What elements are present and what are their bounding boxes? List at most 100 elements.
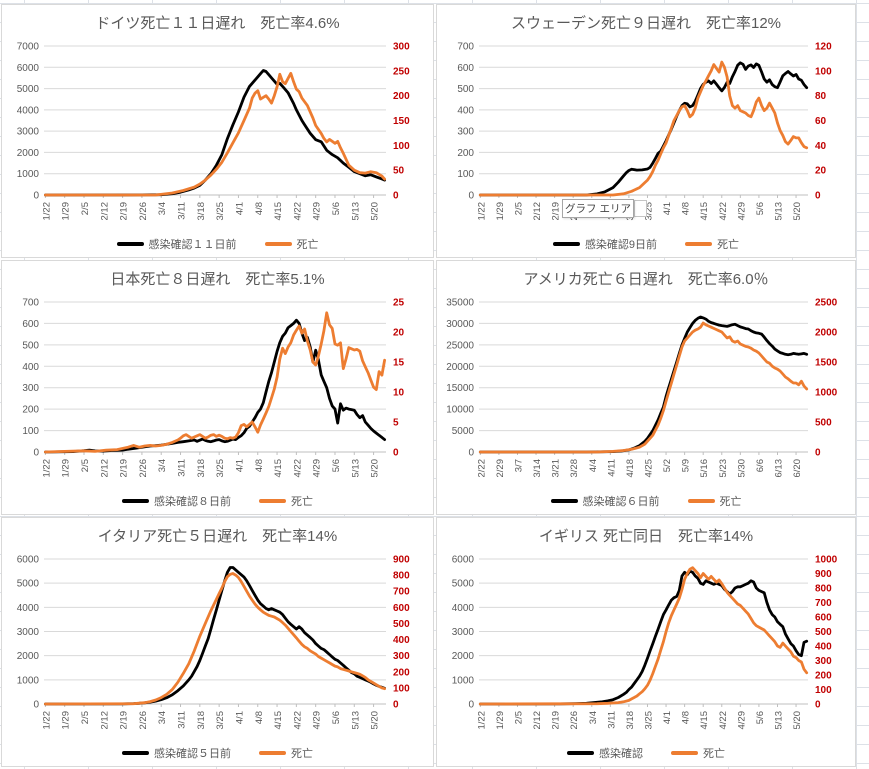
chart-panel-uk[interactable]: イギリス 死亡同日 死亡率14% 0 1000 2000 3000 4000 5000 60… [436, 517, 856, 767]
x-axis-tick-label: 4/22 [292, 202, 303, 221]
left-axis-tick-label: 5000 [452, 426, 475, 437]
x-axis-tick-label: 4/8 [254, 711, 265, 724]
left-axis-tick-label: 7000 [17, 42, 40, 53]
legend-item-deaths[interactable]: 死亡 [259, 745, 313, 761]
chart-panel-italy[interactable]: イタリア死亡５日遅れ 死亡率14% 0 1000 2000 3000 4000 5000 6… [1, 517, 434, 767]
plot-area-sweden[interactable]: 0 100 200 300 400 500 600 700 0 20 40 60 80 100 120 1/2… [437, 39, 855, 231]
plot-area-usa[interactable]: 0 5000 10000 15000 20000 25000 30000 35000 0 500 1… [437, 295, 855, 488]
x-axis-tick-label: 3/11 [177, 459, 188, 477]
right-axis-tick-label: 0 [393, 700, 399, 711]
x-axis-tick-label: 4/8 [254, 459, 265, 472]
x-axis-tick-label: 6/6 [755, 459, 766, 472]
confirmed-line-swatch [550, 499, 578, 503]
right-axis-tick-label: 100 [815, 66, 832, 77]
confirmed-line-swatch [552, 242, 580, 246]
legend-item-confirmed[interactable]: 感染確認9日前 [552, 236, 658, 252]
chart-panel-germany[interactable]: ドイツ死亡１１日遅れ 死亡率4.6% 0 1000 2000 3000 4000 5000… [1, 4, 434, 258]
legend-label: 感染確認 [599, 748, 643, 760]
left-axis-tick-label: 0 [33, 700, 39, 711]
right-axis-tick-label: 200 [393, 91, 410, 102]
x-axis-tick-label: 4/29 [312, 711, 323, 730]
chart-legend: 感染確認9日前 死亡 [437, 231, 855, 257]
plot-area-italy[interactable]: 0 1000 2000 3000 4000 5000 6000 0 100 200 300 400 50… [2, 552, 433, 740]
confirmed-line-swatch [122, 499, 149, 503]
deaths-line-swatch [685, 242, 713, 246]
legend-label: 死亡 [291, 748, 313, 760]
right-axis-tick-label: 0 [393, 191, 399, 202]
x-axis-tick-label: 2/19 [119, 202, 130, 221]
legend-item-deaths[interactable]: 死亡 [259, 493, 313, 509]
right-axis-tick-label: 100 [393, 683, 410, 694]
right-axis-tick-label: 15 [393, 358, 405, 369]
series-deaths-line[interactable] [44, 572, 387, 706]
series-deaths-line[interactable] [44, 311, 387, 454]
legend-item-confirmed[interactable]: 感染確認 [567, 745, 643, 761]
x-axis-tick-label: 3/11 [177, 202, 188, 220]
x-axis-tick-label: 5/13 [350, 711, 361, 730]
x-axis-tick-label: 5/6 [331, 711, 342, 724]
legend-label: 感染確認６日前 [582, 496, 660, 508]
right-axis-tick-label: 900 [393, 555, 410, 566]
chart-legend: 感染確認６日前 死亡 [437, 488, 855, 514]
x-axis-tick-label: 4/1 [662, 202, 673, 215]
x-axis-tick-label: 1/22 [41, 202, 52, 221]
left-axis-tick-label: 1000 [17, 169, 40, 180]
series-deaths-line[interactable] [44, 71, 387, 197]
chart-panel-japan[interactable]: 日本死亡８日遅れ 死亡率5.1% 0 100 200 300 400 500 600 700 0… [1, 260, 434, 515]
x-axis-tick-label: 4/22 [718, 711, 729, 730]
x-axis-tick-label: 4/25 [643, 459, 654, 478]
chart-legend: 感染確認１１日前 死亡 [2, 231, 433, 257]
left-axis-tick-label: 3000 [452, 627, 475, 638]
left-axis-tick-label: 1000 [17, 675, 40, 686]
x-axis-tick-label: 4/29 [736, 711, 747, 730]
right-axis-tick-label: 0 [815, 191, 821, 202]
x-axis-tick-label: 4/8 [681, 202, 692, 215]
right-axis-tick-label: 1500 [815, 358, 838, 369]
deaths-line-swatch [671, 751, 698, 755]
series-confirmed-line[interactable] [44, 69, 387, 197]
x-axis-tick-label: 6/20 [792, 459, 803, 478]
right-axis-tick-label: 200 [393, 667, 410, 678]
legend-label: 死亡 [703, 748, 725, 760]
right-axis-tick-label: 600 [393, 603, 410, 614]
right-axis-tick-label: 5 [393, 418, 399, 429]
series-confirmed-line[interactable] [478, 569, 809, 706]
x-axis-tick-label: 4/29 [312, 202, 323, 221]
x-axis-tick-label: 2/5 [80, 459, 91, 472]
plot-area-germany[interactable]: 0 1000 2000 3000 4000 5000 6000 7000 0 50 100 150 20… [2, 39, 433, 231]
right-axis-tick-label: 300 [393, 42, 410, 53]
legend-item-deaths[interactable]: 死亡 [685, 236, 739, 252]
series-deaths-line[interactable] [478, 566, 809, 706]
right-axis-tick-label: 0 [393, 448, 399, 459]
legend-item-deaths[interactable]: 死亡 [671, 745, 725, 761]
left-axis-tick-label: 700 [457, 42, 474, 53]
right-axis-tick-label: 50 [393, 166, 405, 177]
series-confirmed-line[interactable] [478, 315, 809, 454]
left-axis-tick-label: 25000 [446, 340, 474, 351]
x-axis-tick-label: 3/4 [157, 711, 168, 724]
tooltip-fragment [634, 200, 647, 217]
x-axis-tick-label: 3/18 [196, 711, 207, 730]
x-axis-tick-label: 3/25 [215, 202, 226, 221]
plot-area-uk[interactable]: 0 1000 2000 3000 4000 5000 6000 0 100 200 300 400 50… [437, 552, 855, 740]
left-axis-tick-label: 500 [457, 84, 474, 95]
x-axis-tick-label: 5/30 [736, 459, 747, 478]
series-confirmed-line[interactable] [44, 566, 387, 706]
plot-area-japan[interactable]: 0 100 200 300 400 500 600 700 0 5 10 15 20 25 1/22 1/29… [2, 295, 433, 488]
series-deaths-line[interactable] [478, 60, 809, 197]
legend-item-confirmed[interactable]: 感染確認８日前 [122, 493, 231, 509]
legend-item-deaths[interactable]: 死亡 [264, 236, 319, 252]
legend-label: 感染確認9日前 [584, 239, 658, 251]
chart-panel-sweden[interactable]: スウェーデン死亡９日遅れ 死亡率12% 0 100 200 300 400 500 600 7… [436, 4, 856, 258]
legend-item-confirmed[interactable]: 感染確認１１日前 [116, 236, 237, 252]
series-deaths-line[interactable] [478, 321, 809, 454]
legend-item-confirmed[interactable]: 感染確認６日前 [550, 493, 660, 509]
legend-item-confirmed[interactable]: 感染確認５日前 [122, 745, 231, 761]
chart-panel-usa[interactable]: アメリカ死亡６日遅れ 死亡率6.0％ 0 5000 10000 15000 20000 2… [436, 260, 856, 515]
right-axis-tick-label: 0 [815, 448, 821, 459]
series-confirmed-line[interactable] [478, 61, 809, 197]
confirmed-line-swatch [122, 751, 149, 755]
legend-item-deaths[interactable]: 死亡 [687, 493, 742, 509]
left-axis-tick-label: 400 [457, 105, 474, 116]
x-axis-tick-label: 4/15 [699, 202, 710, 221]
